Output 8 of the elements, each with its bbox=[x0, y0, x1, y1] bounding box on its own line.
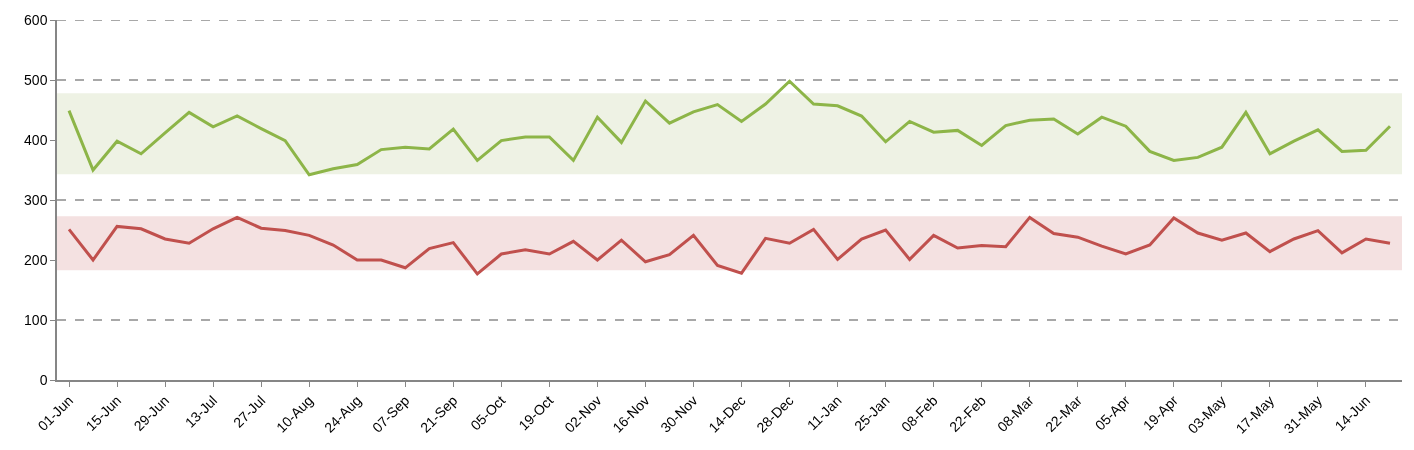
y-tick-label: 0 bbox=[39, 371, 48, 388]
line-series bbox=[67, 79, 1392, 177]
y-tick-label: 500 bbox=[24, 71, 48, 88]
y-tick-label: 300 bbox=[24, 191, 48, 208]
y-tick-label: 600 bbox=[24, 11, 48, 28]
y-tick-label: 100 bbox=[24, 311, 48, 328]
y-tick-label: 200 bbox=[24, 251, 48, 268]
y-tick-label: 400 bbox=[24, 131, 48, 148]
